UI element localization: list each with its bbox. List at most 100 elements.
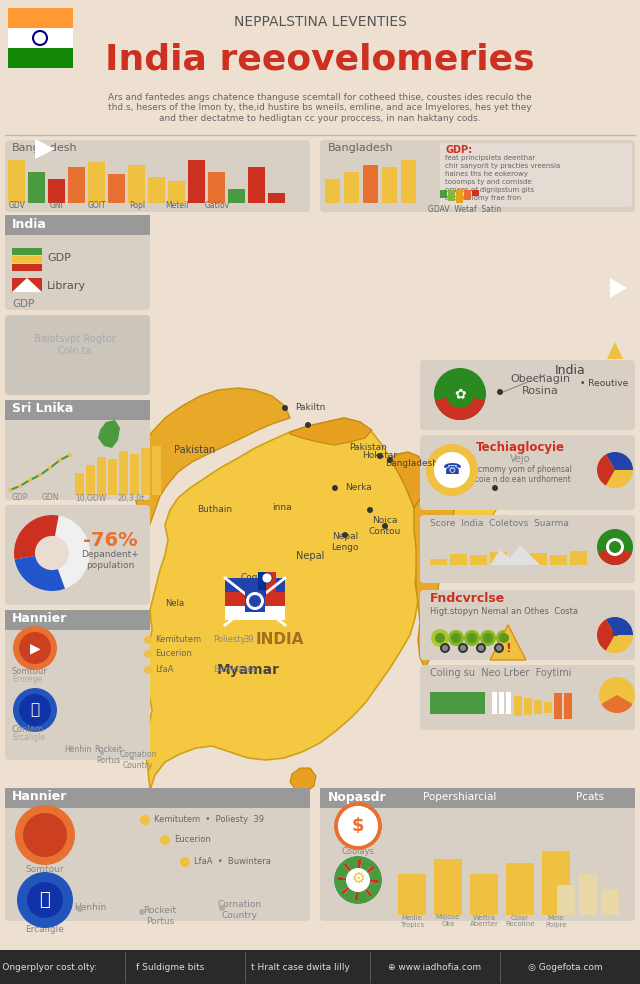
Text: f Suldigme bits: f Suldigme bits [136,962,204,971]
Bar [97,457,106,495]
Text: Nela: Nela [165,599,184,608]
Circle shape [8,488,12,492]
Circle shape [451,633,461,643]
Bar [75,473,84,495]
Text: Pakistan: Pakistan [349,444,387,453]
Polygon shape [145,418,422,790]
Polygon shape [610,278,627,298]
Bar [12,278,42,292]
Text: Poliesty: Poliesty [213,636,246,645]
Text: acoie n.do.ean urdhoment: acoie n.do.ean urdhoment [470,474,570,483]
Wedge shape [358,867,380,880]
Text: Sri Lnika: Sri Lnika [12,402,74,415]
Text: Bangladesh: Bangladesh [385,460,438,468]
Text: Somtour: Somtour [12,667,48,677]
Bar [128,164,145,203]
Circle shape [28,478,32,482]
Text: Pocmomy yom of phoensal: Pocmomy yom of phoensal [468,464,572,473]
Polygon shape [35,139,55,159]
Circle shape [458,643,468,653]
Circle shape [440,643,450,653]
Bar [382,167,397,203]
Polygon shape [414,494,454,668]
Bar [325,179,340,203]
Bar [524,698,532,715]
Text: inna: inna [272,504,292,513]
Circle shape [460,645,466,651]
Text: Rockeit
Portus: Rockeit Portus [94,745,122,765]
Text: ▶: ▶ [29,641,40,655]
Text: Balotsvpt Rogtor
Coln.ta: Balotsvpt Rogtor Coln.ta [34,335,116,356]
Bar [472,190,479,197]
Text: GDN: GDN [42,494,60,503]
Circle shape [367,507,373,513]
Bar [464,190,471,200]
Circle shape [180,857,190,867]
Bar [430,559,447,565]
Circle shape [68,453,72,457]
Circle shape [434,452,470,488]
Wedge shape [597,619,615,650]
Text: Higt.stopyn Nemal an Othes  Costa: Higt.stopyn Nemal an Othes Costa [430,606,578,616]
Circle shape [77,906,83,912]
Text: ornees of dignipstum gits: ornees of dignipstum gits [445,187,534,193]
Text: LfaA: LfaA [155,665,173,674]
Circle shape [496,630,512,646]
Bar [557,885,575,915]
Text: Myamar: Myamar [216,663,280,677]
Bar [8,8,73,28]
Bar [344,172,359,203]
Wedge shape [435,394,485,420]
Circle shape [265,575,271,581]
Bar [148,176,165,203]
Text: Coolays: Coolays [342,847,374,856]
Bar [544,702,552,713]
Circle shape [442,645,448,651]
Text: Nerka: Nerka [345,483,372,493]
Text: GDP: GDP [12,494,28,503]
Wedge shape [354,880,358,902]
Bar [579,874,597,915]
Bar [68,167,85,203]
Text: Henhin: Henhin [65,746,92,755]
Polygon shape [490,625,526,660]
Bar [8,159,25,203]
Circle shape [249,595,261,607]
Wedge shape [358,880,371,902]
Circle shape [35,536,69,570]
Circle shape [144,650,152,658]
Text: 🔔: 🔔 [40,891,51,909]
Polygon shape [134,388,290,524]
Text: Henhin: Henhin [74,903,106,912]
Circle shape [494,643,504,653]
Text: GNI: GNI [50,201,64,210]
Text: Ercaligle: Ercaligle [12,733,45,743]
Wedge shape [598,547,632,565]
Text: GOIT: GOIT [88,201,106,210]
Circle shape [58,458,62,462]
Polygon shape [290,418,372,445]
Text: Hannier: Hannier [12,612,67,626]
Bar [0,950,640,984]
Text: Weftra
Aberrter: Weftra Aberrter [470,914,499,928]
FancyBboxPatch shape [440,143,632,207]
Bar [108,174,125,203]
Text: Cogoli: Cogoli [241,574,269,583]
Wedge shape [15,553,65,591]
Bar [258,572,276,596]
FancyBboxPatch shape [320,788,635,921]
Text: ◎ Gogefota.com: ◎ Gogefota.com [528,962,602,971]
Bar [470,555,487,565]
Text: Pcats: Pcats [576,792,604,802]
Circle shape [18,484,22,488]
Polygon shape [290,768,316,792]
Bar [550,555,567,565]
Text: Vejo: Vejo [509,454,531,464]
Circle shape [282,405,288,411]
Bar [601,889,619,915]
Bar [248,167,265,203]
Text: Depandent+
population: Depandent+ population [81,550,139,570]
Text: Conlem
Ercaligle: Conlem Ercaligle [26,914,65,934]
Bar [225,578,285,592]
Text: GDP:: GDP: [445,145,472,155]
